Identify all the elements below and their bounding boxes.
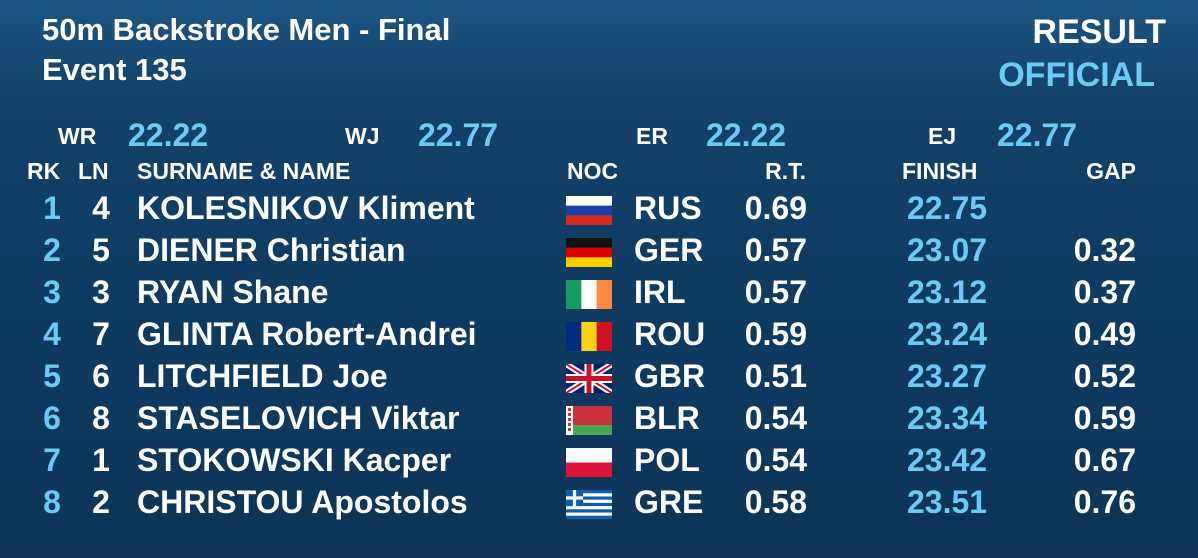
status: RESULT [1032, 13, 1166, 51]
lane: 5 [92, 232, 110, 268]
rank: 6 [43, 400, 61, 436]
reaction-time: 0.57 [744, 274, 807, 310]
lane: 7 [92, 316, 110, 352]
reaction-time: 0.69 [744, 190, 807, 226]
col-rank: RK [27, 158, 61, 184]
title: 50m Backstroke Men - Final [42, 12, 451, 47]
lane: 1 [92, 442, 110, 478]
athlete-name: GLINTA Robert-Andrei [137, 316, 477, 352]
lane: 8 [92, 400, 110, 436]
record-label: EJ [928, 123, 957, 149]
finish-time: 23.24 [907, 316, 988, 352]
lane: 6 [92, 358, 110, 394]
gap: 0.32 [1073, 232, 1136, 268]
noc: POL [634, 442, 700, 478]
record-value: 22.77 [997, 117, 1078, 153]
flag [566, 280, 612, 309]
gap: 0.76 [1073, 484, 1136, 520]
record-value: 22.77 [418, 117, 499, 153]
noc: GRE [634, 484, 704, 520]
athlete-name: STOKOWSKI Kacper [137, 442, 452, 478]
athlete-name: DIENER Christian [137, 232, 406, 268]
flag [566, 196, 612, 225]
gap: 0.37 [1073, 274, 1136, 310]
finish-time: 22.75 [907, 190, 988, 226]
flag [566, 406, 612, 435]
flag [566, 490, 612, 519]
athlete-name: KOLESNIKOV Kliment [137, 190, 475, 226]
reaction-time: 0.54 [744, 400, 807, 436]
col-name: SURNAME & NAME [137, 158, 351, 184]
record-label: ER [636, 123, 668, 149]
col-finish: FINISH [902, 158, 978, 184]
athlete-name: STASELOVICH Viktar [137, 400, 460, 436]
record-label: WR [58, 123, 97, 149]
col-rt: R.T. [765, 158, 806, 184]
col-noc: NOC [567, 158, 619, 184]
reaction-time: 0.59 [744, 316, 807, 352]
noc: IRL [634, 274, 686, 310]
noc: BLR [634, 400, 700, 436]
lane: 4 [92, 190, 110, 226]
athlete-name: CHRISTOU Apostolos [137, 484, 468, 520]
col-gap: GAP [1086, 158, 1136, 184]
flag [566, 322, 612, 351]
noc: RUS [634, 190, 702, 226]
lane: 2 [92, 484, 110, 520]
rank: 7 [43, 442, 61, 478]
finish-time: 23.34 [907, 400, 988, 436]
event: Event 135 [42, 52, 187, 87]
noc: GBR [634, 358, 706, 394]
rank: 5 [43, 358, 61, 394]
finish-time: 23.07 [907, 232, 988, 268]
status-detail: OFFICIAL [998, 56, 1155, 94]
rank: 8 [43, 484, 61, 520]
reaction-time: 0.51 [744, 358, 807, 394]
record-label: WJ [345, 123, 380, 149]
gap: 0.52 [1073, 358, 1136, 394]
finish-time: 23.42 [907, 442, 988, 478]
record-value: 22.22 [128, 117, 209, 153]
flag [566, 364, 612, 393]
flag [566, 238, 612, 267]
rank: 3 [43, 274, 61, 310]
gap: 0.49 [1073, 316, 1136, 352]
record-value: 22.22 [706, 117, 787, 153]
reaction-time: 0.57 [744, 232, 807, 268]
finish-time: 23.51 [907, 484, 988, 520]
rank: 1 [43, 190, 61, 226]
finish-time: 23.12 [907, 274, 988, 310]
col-lane: LN [78, 158, 109, 184]
lane: 3 [92, 274, 110, 310]
athlete-name: RYAN Shane [137, 274, 329, 310]
gap: 0.67 [1073, 442, 1136, 478]
athlete-name: LITCHFIELD Joe [137, 358, 388, 394]
noc: ROU [634, 316, 706, 352]
flag [566, 448, 612, 477]
reaction-time: 0.58 [744, 484, 807, 520]
reaction-time: 0.54 [744, 442, 807, 478]
rank: 4 [43, 316, 61, 352]
rank: 2 [43, 232, 61, 268]
finish-time: 23.27 [907, 358, 988, 394]
gap: 0.59 [1073, 400, 1136, 436]
noc: GER [634, 232, 704, 268]
